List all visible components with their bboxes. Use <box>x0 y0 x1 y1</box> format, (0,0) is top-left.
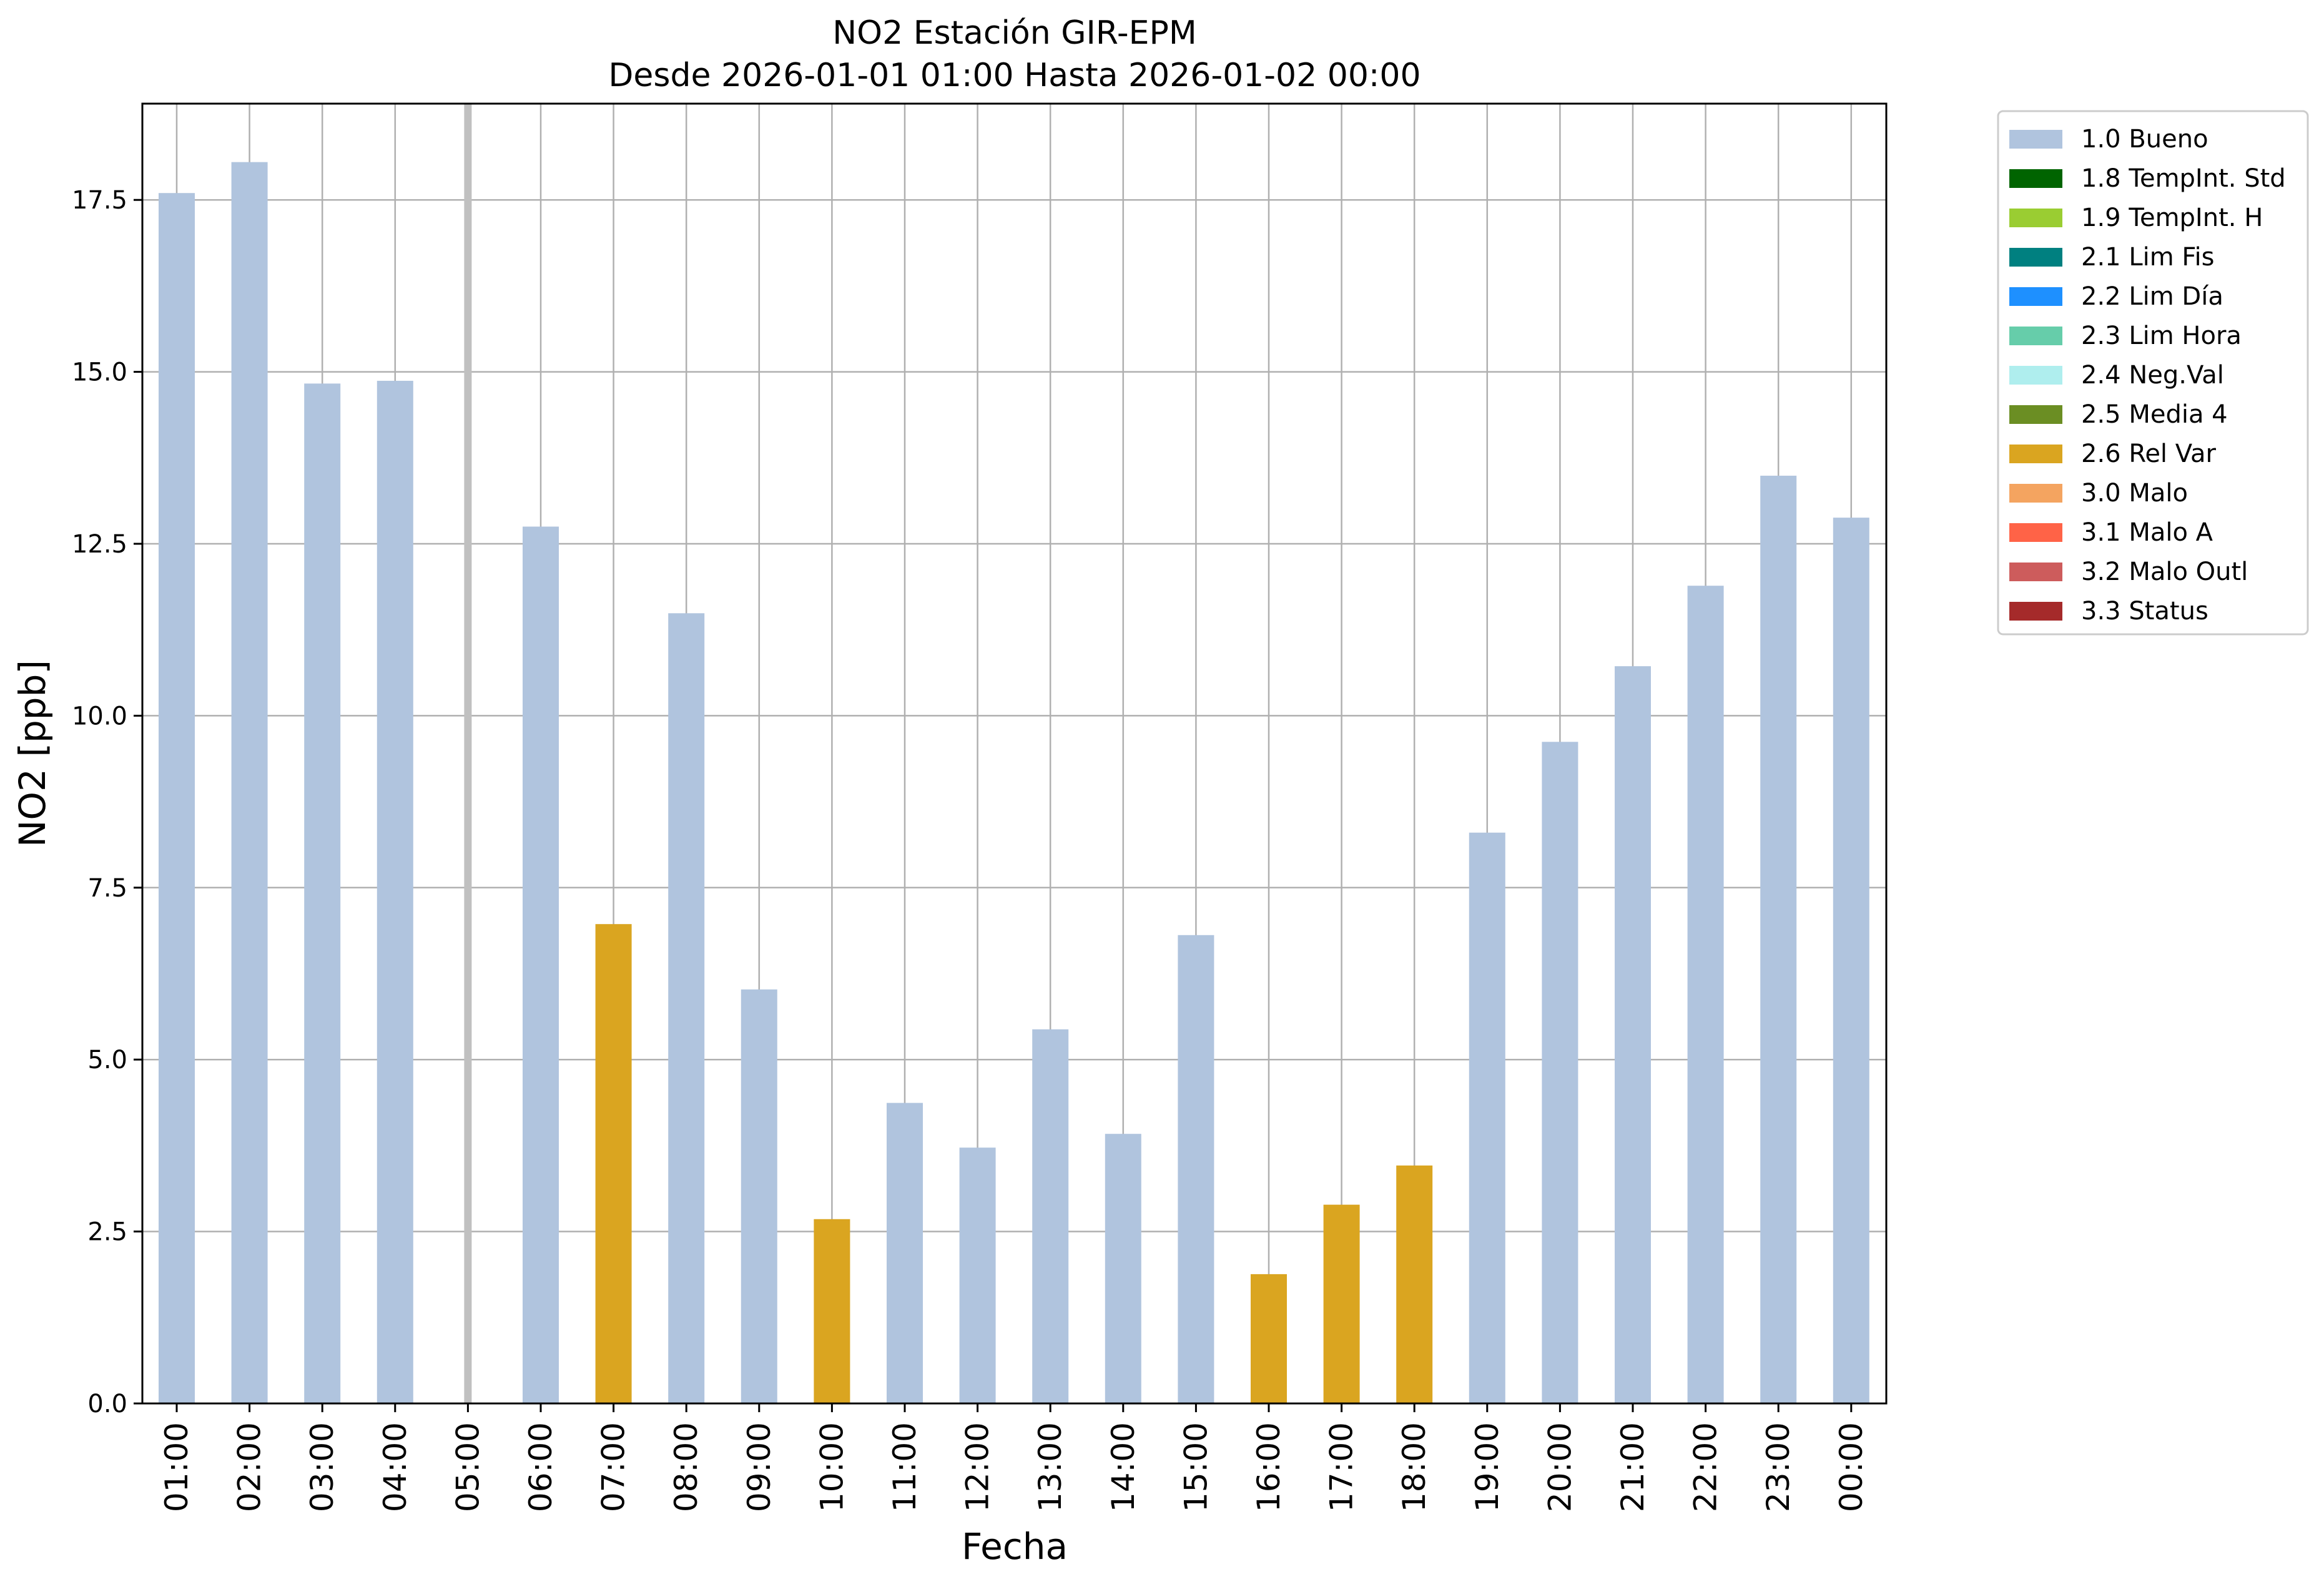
x-tick-label: 17:00 <box>1324 1422 1360 1512</box>
x-tick-label: 00:00 <box>1833 1422 1869 1512</box>
chart-subtitle: Desde 2026-01-01 01:00 Hasta 2026-01-02 … <box>608 57 1420 94</box>
x-tick-label: 04:00 <box>377 1422 413 1512</box>
bar-0200 <box>231 162 268 1404</box>
x-tick-label: 07:00 <box>596 1422 632 1512</box>
bar-1800 <box>1396 1165 1433 1403</box>
bar-1000 <box>814 1219 850 1403</box>
legend-swatch <box>2009 209 2062 227</box>
x-tick-label: 21:00 <box>1615 1422 1651 1512</box>
x-tick-label: 18:00 <box>1396 1422 1432 1512</box>
legend-swatch <box>2009 484 2062 503</box>
legend-swatch <box>2009 405 2062 424</box>
legend-label: 3.3 Status <box>2081 597 2208 626</box>
legend-label: 2.2 Lim Día <box>2081 282 2223 311</box>
legend: 1.0 Bueno 1.8 TempInt. Std 1.9 TempInt. H 2… <box>1997 110 2309 636</box>
x-tick-label: 02:00 <box>232 1422 268 1512</box>
y-tick-label: 12.5 <box>72 530 127 559</box>
legend-label: 2.1 Lim Fis <box>2081 243 2214 272</box>
bar-1100 <box>887 1103 923 1403</box>
bar-1600 <box>1251 1274 1287 1403</box>
legend-label: 2.5 Media 4 <box>2081 400 2228 429</box>
legend-label: 3.1 Malo A <box>2081 518 2213 547</box>
y-axis-label: NO2 [ppb] <box>11 660 54 847</box>
y-tick-label: 0.0 <box>87 1390 127 1418</box>
chart-title: NO2 Estación GIR-EPM <box>832 14 1196 52</box>
bar-1500 <box>1178 935 1214 1403</box>
y-tick-label: 2.5 <box>87 1218 127 1247</box>
x-tick-label: 06:00 <box>523 1422 559 1512</box>
x-tick-label: 09:00 <box>741 1422 777 1512</box>
legend-swatch <box>2009 523 2062 542</box>
bar-0700 <box>595 924 632 1403</box>
legend-label: 3.2 Malo Outl <box>2081 558 2248 586</box>
y-tick-label: 10.0 <box>72 702 127 730</box>
bar-0900 <box>741 989 777 1403</box>
bar-1300 <box>1032 1029 1069 1403</box>
x-tick-label: 11:00 <box>887 1422 923 1512</box>
legend-swatch <box>2009 563 2062 581</box>
legend-swatch <box>2009 445 2062 463</box>
x-tick-label: 14:00 <box>1105 1422 1141 1512</box>
x-axis: 01:00 02:00 03:00 04:00 05:00 06:00 07:00 08:00… <box>159 1403 1869 1512</box>
bar-2000 <box>1542 742 1578 1403</box>
x-axis-label: Fecha <box>962 1525 1068 1568</box>
y-tick-label: 17.5 <box>72 186 127 215</box>
bars <box>159 162 1869 1404</box>
legend-label: 2.4 Neg.Val <box>2081 361 2224 390</box>
x-tick-label: 20:00 <box>1542 1422 1578 1512</box>
legend-swatch <box>2009 130 2062 149</box>
plot-area-frame <box>141 102 1888 1405</box>
bar-0600 <box>523 526 559 1403</box>
legend-swatch <box>2009 287 2062 306</box>
bar-2300 <box>1760 475 1797 1403</box>
legend-label: 1.8 TempInt. Std <box>2081 164 2286 193</box>
legend-label: 1.0 Bueno <box>2081 125 2208 154</box>
legend-swatch <box>2009 169 2062 188</box>
bar-2200 <box>1687 586 1724 1404</box>
legend-frame <box>1997 110 2309 636</box>
legend-label: 1.9 TempInt. H <box>2081 204 2263 232</box>
bar-1400 <box>1105 1134 1141 1403</box>
bar-0000 <box>1833 518 1869 1404</box>
x-tick-label: 22:00 <box>1688 1422 1724 1512</box>
bar-1900 <box>1469 832 1505 1403</box>
x-tick-label: 05:00 <box>450 1422 486 1512</box>
bar-0100 <box>159 193 195 1404</box>
x-tick-label: 15:00 <box>1178 1422 1214 1512</box>
bar-1700 <box>1323 1204 1360 1403</box>
x-tick-label: 23:00 <box>1760 1422 1796 1512</box>
x-tick-label: 10:00 <box>814 1422 850 1512</box>
bar-1200 <box>959 1147 996 1403</box>
x-tick-label: 16:00 <box>1251 1422 1287 1512</box>
x-tick-label: 03:00 <box>304 1422 340 1512</box>
legend-swatch <box>2009 327 2062 345</box>
y-tick-label: 5.0 <box>87 1046 127 1074</box>
bar-0800 <box>668 613 705 1404</box>
legend-swatch <box>2009 366 2062 385</box>
legend-swatch <box>2009 602 2062 621</box>
x-tick-label: 01:00 <box>159 1422 195 1512</box>
legend-swatch <box>2009 248 2062 267</box>
bar-0300 <box>304 383 341 1404</box>
y-tick-label: 15.0 <box>72 358 127 387</box>
legend-label: 2.3 Lim Hora <box>2081 322 2242 350</box>
x-tick-label: 13:00 <box>1032 1422 1068 1512</box>
legend-label: 2.6 Rel Var <box>2081 440 2217 468</box>
bar-2100 <box>1615 666 1651 1403</box>
x-tick-label: 08:00 <box>668 1422 704 1512</box>
x-tick-label: 12:00 <box>960 1422 996 1512</box>
y-tick-label: 7.5 <box>87 874 127 903</box>
bar-0400 <box>377 380 413 1403</box>
x-tick-label: 19:00 <box>1469 1422 1505 1512</box>
legend-items: 1.0 Bueno 1.8 TempInt. Std 1.9 TempInt. H 2… <box>2009 125 2286 626</box>
y-axis: 0.0 2.5 5.0 7.5 10.0 12.5 15.0 17.5 <box>72 186 142 1418</box>
legend-label: 3.0 Malo <box>2081 479 2188 508</box>
